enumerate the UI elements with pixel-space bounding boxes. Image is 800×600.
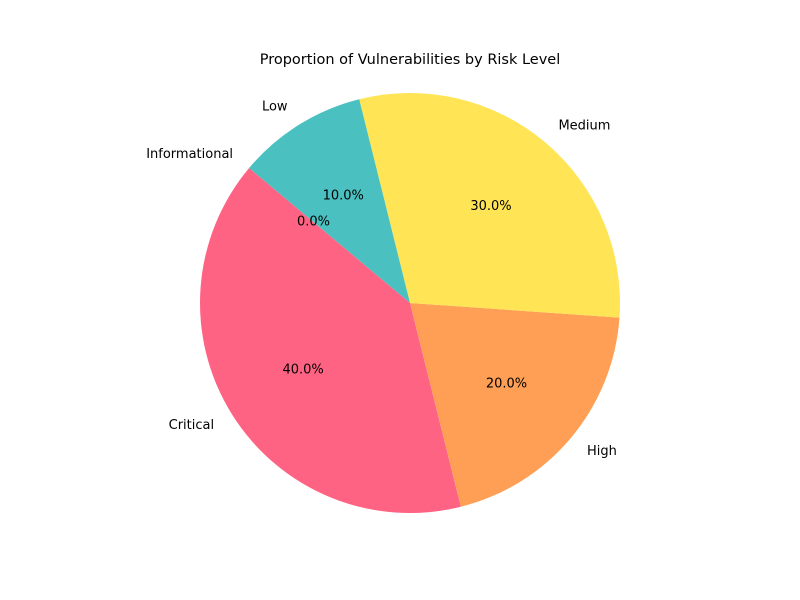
pie-slices [199,93,621,514]
pie-slice-low [249,99,410,303]
slice-label-informational: Informational [146,147,233,162]
slice-percent-medium: 30.0% [470,199,511,214]
pie-slice-critical [199,168,461,514]
pie-slice-high [410,303,620,507]
slice-label-high: High [587,444,617,459]
pie-slice-medium [359,93,621,318]
slice-percent-informational: 0.0% [297,215,330,230]
slice-label-critical: Critical [169,418,214,433]
slice-label-low: Low [262,100,288,115]
pie-labels: Critical 40.0% High 20.0% Medium 30.0% Low 10.0… [146,100,617,459]
slice-percent-critical: 40.0% [282,362,323,377]
slice-label-medium: Medium [558,119,610,134]
slice-percent-high: 20.0% [486,376,527,391]
slice-percent-low: 10.0% [323,189,364,204]
chart-title: Proportion of Vulnerabilities by Risk Le… [260,52,561,68]
